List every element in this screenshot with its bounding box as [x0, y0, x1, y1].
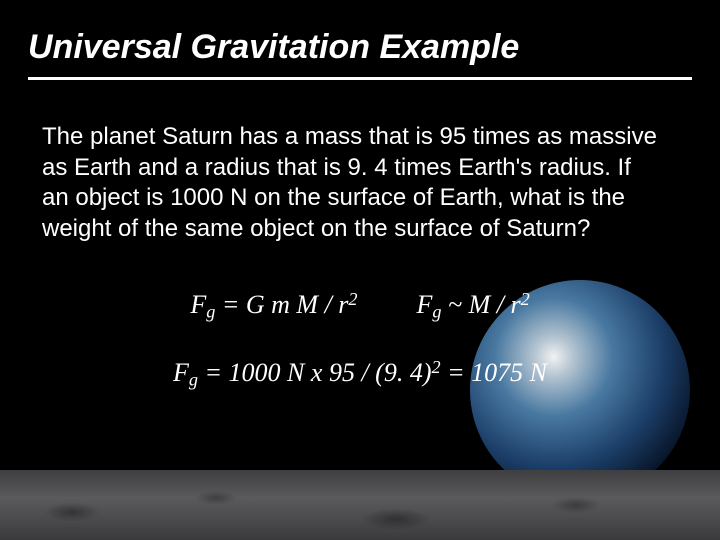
formula-1b-rest: ~ M / r [442, 290, 521, 319]
formula-line-1: Fg = G m M / r2 Fg ~ M / r2 [28, 289, 692, 323]
formula-2-tail: = 1075 N [441, 358, 547, 387]
problem-statement: The planet Saturn has a mass that is 95 … [28, 122, 668, 245]
formula-1b-sup: 2 [521, 289, 530, 309]
formula-2-symbol: F [173, 358, 189, 387]
formula-1a: Fg = G m M / r2 [190, 290, 364, 319]
slide-content: Universal Gravitation Example The planet… [0, 0, 720, 540]
formula-1a-symbol: F [190, 290, 206, 319]
formula-1b-symbol: F [417, 290, 433, 319]
title-underline [28, 77, 692, 80]
formula-1b-sub: g [432, 302, 441, 322]
slide-title: Universal Gravitation Example [28, 28, 692, 67]
formula-line-2: Fg = 1000 N x 95 / (9. 4)2 = 1075 N [28, 357, 692, 391]
formula-2-sup: 2 [431, 357, 440, 377]
formula-block: Fg = G m M / r2 Fg ~ M / r2 Fg = 1000 N … [28, 289, 692, 390]
formula-1a-sup: 2 [348, 289, 357, 309]
formula-1b: Fg ~ M / r2 [417, 290, 530, 319]
formula-2-mid: = 1000 N x 95 / (9. 4) [198, 358, 431, 387]
formula-1a-rest: = G m M / r [215, 290, 348, 319]
formula-2-sub: g [189, 369, 198, 389]
formula-1a-sub: g [206, 302, 215, 322]
